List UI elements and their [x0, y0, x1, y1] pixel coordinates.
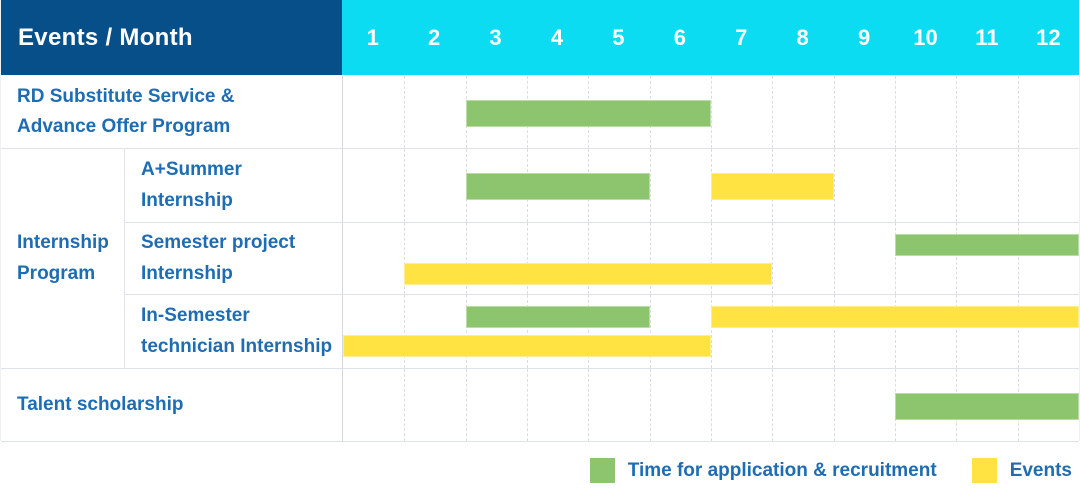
row-label-rd-substitute: RD Substitute Service & Advance Offer Pr…: [1, 76, 342, 149]
events-month-table: Events / Month 1 2 3 4 5 6 7 8 9 10 11 12 RD Substi…: [0, 0, 1080, 442]
gantt-bar-events: [711, 306, 1079, 328]
month-label: 5: [612, 24, 625, 50]
month-gridline: [588, 223, 590, 294]
legend-label-application: Time for application & recruitment: [627, 459, 937, 481]
month-gridline: [588, 295, 590, 368]
gantt-bar-events: [711, 173, 834, 200]
month-gridline: [1017, 76, 1019, 148]
month-label: 3: [489, 24, 502, 50]
month-gridline: [711, 295, 712, 368]
month-gridline: [711, 223, 712, 294]
month-gridline: [465, 369, 467, 441]
row-label-semester-project: Semester project Internship: [124, 223, 342, 295]
month-gridline: [527, 223, 528, 294]
gantt-row-semester-project: [342, 223, 1079, 295]
month-gridline: [895, 76, 896, 148]
month-gridline: [649, 223, 651, 294]
gantt-row-rd-substitute: [342, 76, 1079, 149]
events-color-swatch: [971, 458, 997, 483]
month-gridline: [527, 369, 528, 441]
month-label: 2: [428, 24, 441, 50]
legend-item-events: Events: [971, 458, 1072, 483]
gantt-bar-events: [343, 335, 711, 357]
month-gridline: [956, 295, 958, 368]
month-gridline: [1017, 223, 1019, 294]
month-header-strip: 1 2 3 4 5 6 7 8 9 10 11 12: [342, 0, 1079, 75]
month-gridline: [833, 76, 835, 148]
month-gridline: [711, 369, 712, 441]
row-label-talent-scholarship: Talent scholarship: [1, 369, 342, 442]
group-label-internship-program: Internship Program: [1, 149, 124, 369]
month-gridline: [588, 369, 590, 441]
month-gridline: [711, 76, 712, 148]
month-gridline: [895, 223, 896, 294]
month-gridline: [895, 149, 896, 222]
month-label: 7: [735, 24, 748, 50]
gantt-bar-application: [465, 173, 650, 200]
legend-item-application: Time for application & recruitment: [589, 458, 937, 483]
month-gridline: [772, 295, 774, 368]
month-gridline: [404, 295, 406, 368]
application-color-swatch: [589, 458, 615, 483]
month-label: 4: [550, 24, 564, 50]
legend: Time for application & recruitment Event…: [0, 441, 1080, 494]
row-label-in-semester-technician: In-Semester technician Internship: [124, 295, 342, 369]
month-gridline: [404, 76, 406, 148]
month-gridline: [772, 76, 774, 148]
gantt-bar-application: [895, 234, 1079, 256]
table-header-row: Events / Month 1 2 3 4 5 6 7 8 9 10 11 12: [1, 0, 1079, 75]
gantt-bar-application: [465, 306, 650, 328]
month-gridline: [956, 149, 958, 222]
gantt-row-talent-scholarship: [342, 369, 1079, 442]
month-gridline: [465, 295, 467, 368]
month-gridline: [956, 76, 958, 148]
month-gridline: [649, 295, 651, 368]
month-gridline: [895, 295, 896, 368]
month-gridline: [649, 369, 651, 441]
month-gridline: [649, 149, 651, 222]
month-gridline: [404, 223, 406, 294]
month-gridline: [772, 223, 774, 294]
month-label: 6: [673, 24, 686, 50]
legend-label-events: Events: [1009, 459, 1072, 481]
month-gridline: [404, 369, 406, 441]
month-gridline: [527, 295, 528, 368]
month-gridline: [833, 295, 835, 368]
gantt-row-a-plus-summer: [342, 149, 1079, 223]
month-gridline: [833, 223, 835, 294]
gantt-bar-application: [465, 100, 711, 127]
month-label: 9: [857, 24, 871, 50]
gantt-bar-application: [895, 393, 1079, 420]
month-gridline: [1017, 149, 1019, 222]
month-label: 8: [796, 24, 809, 50]
month-label: 1: [366, 24, 379, 50]
events-month-header-title: Events / Month: [1, 0, 342, 75]
month-label: 12: [1036, 24, 1061, 50]
month-gridline: [833, 149, 835, 222]
gantt-bar-events: [404, 263, 773, 285]
month-gridline: [1017, 295, 1019, 368]
month-gridline: [772, 369, 774, 441]
month-gridline: [465, 223, 467, 294]
month-label: 10: [913, 24, 938, 50]
month-gridline: [404, 149, 406, 222]
gantt-row-in-semester-technician: [342, 295, 1079, 369]
month-gridline: [833, 369, 835, 441]
month-label: 11: [975, 24, 999, 50]
month-gridline: [956, 223, 958, 294]
row-label-a-plus-summer: A+Summer Internship: [124, 149, 342, 223]
table-body: RD Substitute Service & Advance Offer Pr…: [1, 75, 1079, 442]
